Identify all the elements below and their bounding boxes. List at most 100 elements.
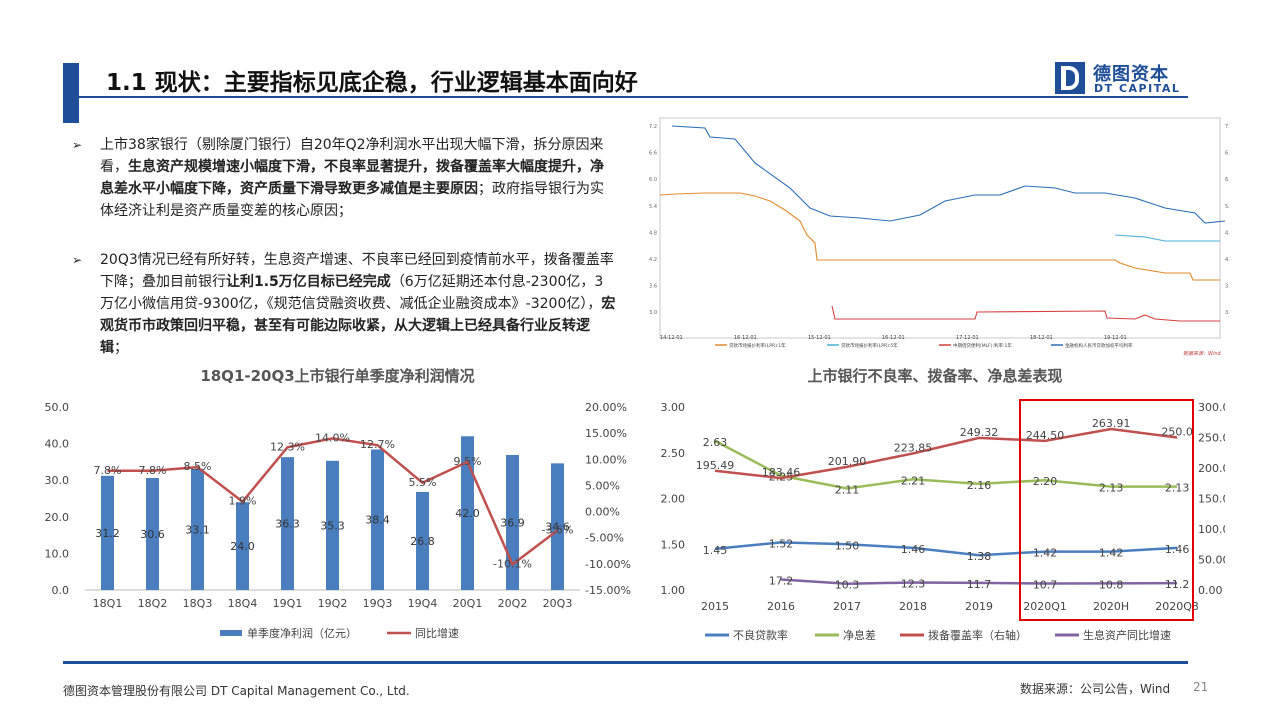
bar-value-label: 36.3	[275, 518, 300, 531]
bar	[371, 449, 384, 590]
line-value-label: 7.8%	[139, 464, 167, 477]
y-tick-label: 20.0	[45, 511, 70, 524]
logo-mark-icon	[1055, 62, 1085, 94]
line-value-label: 12.3%	[270, 440, 305, 453]
net-profit-chart-svg: 50.0 40.0 30.0 20.0 10.0 0.0 20.00% 15.00% 10.00…	[45, 401, 631, 640]
line-value-label: -10.1%	[493, 557, 532, 570]
bar	[551, 463, 564, 590]
x-tick-label: 20Q2	[498, 597, 528, 610]
footer-company: 德图资本管理股份有限公司 DT Capital Management Co., …	[63, 684, 410, 698]
growth-rate-line	[107, 437, 559, 567]
y2-tick-label: 7.2	[1225, 124, 1230, 130]
title-rule	[63, 96, 1188, 98]
data-label: 2.20	[1033, 475, 1058, 488]
x-tick-label: 19-12-01	[1104, 335, 1127, 341]
page-number: 21	[1193, 680, 1209, 694]
chart-title: 上市银行不良率、拨备率、净息差表现	[807, 367, 1063, 385]
series-line	[714, 541, 1178, 557]
y2-tick-label: 250.00	[1198, 432, 1225, 445]
data-label: 10.3	[835, 579, 860, 592]
data-label: 1.46	[1165, 543, 1190, 556]
bar	[191, 468, 204, 590]
y-tick-label: 1.00	[661, 584, 686, 597]
legend-label: 金融机构人民币贷款加权平均利率	[1065, 342, 1133, 349]
x-tick-label: 2018	[899, 600, 927, 613]
x-tick-label: 19Q4	[408, 597, 438, 610]
legend-label: 单季度净利润（亿元）	[247, 626, 357, 640]
y2-tick-label: 5.4	[1225, 204, 1230, 210]
x-tick-label: 19Q3	[363, 597, 393, 610]
bullet-point: ➢ 20Q3情况已经有所好转，生息资产增速、不良率已经回到疫情前水平，拨备覆盖率…	[72, 249, 617, 359]
y2-tick-label: 6.0	[1225, 177, 1230, 183]
bar	[281, 457, 294, 590]
data-label: 1.46	[901, 543, 926, 556]
data-label: 201.90	[828, 455, 867, 468]
bullet-run: （6万亿延期还本付息-2300亿，3万亿小微信用贷-9300亿，《规范信贷融资收…	[100, 274, 604, 312]
footer-source: 数据来源：公司公告，Wind	[1020, 682, 1171, 696]
y-tick-label: 2.00	[661, 493, 686, 506]
bar-value-label: 42.0	[455, 507, 480, 520]
bar-value-label: 35.3	[320, 519, 345, 532]
data-label: 1.50	[835, 539, 860, 552]
series-line	[714, 427, 1178, 480]
bar-value-label: 26.8	[410, 535, 435, 548]
line-value-label: 5.5%	[409, 476, 437, 489]
line-value-label: 8.5%	[184, 460, 212, 473]
data-label: 1.38	[967, 550, 992, 563]
series-line	[714, 439, 1178, 490]
x-tick-label: 19Q1	[273, 597, 303, 610]
y2-tick-label: 0.00%	[585, 506, 620, 519]
y-tick-label: 3.00	[661, 401, 686, 414]
y-tick-label: 2.50	[661, 447, 686, 460]
bar-value-label: 31.2	[95, 527, 120, 540]
bar-value-label: 24.0	[230, 540, 255, 553]
company-logo: 德图资本 DT CAPITAL	[1055, 62, 1190, 96]
rate-series-line	[1114, 234, 1220, 242]
interest-rate-chart-svg: 7.2 7.2 6.6 6.6 6.0 6.0 5.4 5.4 4.8 4.8 4.2 4.2 3.6 3…	[649, 117, 1233, 357]
bullet-text: 上市38家银行（剔除厦门银行）自20年Q2净利润水平出现大幅下滑，拆分原因来看，…	[100, 134, 617, 222]
x-tick-label: 18Q1	[93, 597, 123, 610]
logo-en-text: DT CAPITAL	[1094, 82, 1181, 95]
y2-tick-label: 50.00	[1198, 554, 1225, 567]
x-tick-label: 2020Q3	[1155, 600, 1199, 613]
bar	[461, 436, 474, 590]
x-tick-label: 18Q2	[138, 597, 168, 610]
y-tick-label: 5.4	[649, 204, 657, 210]
data-label: 1.52	[769, 537, 794, 550]
legend-label: 贷款市场报价利率(LPR):1年	[729, 342, 786, 349]
data-label: 2.13	[1165, 482, 1190, 495]
data-label: 2.11	[835, 483, 860, 496]
data-label: 11.2	[1165, 578, 1190, 591]
data-label: 2.21	[901, 474, 926, 487]
x-tick-label: 16-12-01	[882, 335, 905, 341]
bullet-text: 20Q3情况已经有所好转，生息资产增速、不良率已经回到疫情前水平，拨备覆盖率下降…	[100, 249, 617, 359]
bar	[146, 478, 159, 590]
y2-tick-label: 0.00	[1198, 584, 1223, 597]
y2-tick-label: 5.00%	[585, 479, 620, 492]
y-tick-label: 7.2	[649, 124, 657, 130]
line-value-label: 1.9%	[229, 495, 257, 508]
bullet-bold-run: 宏观货币市政策回归平稳，甚至有可能边际收紧，从大逻辑上已经具备行业反转逻辑	[100, 296, 616, 356]
y2-tick-label: 300.00	[1198, 401, 1225, 414]
data-label: 249.32	[960, 426, 999, 439]
data-label: 1.45	[703, 544, 728, 557]
legend-label: 生息资产同比增速	[1083, 628, 1171, 642]
legend-swatch	[220, 630, 242, 636]
x-tick-label: 20Q3	[543, 597, 573, 610]
y2-tick-label: 3.6	[1225, 284, 1230, 290]
x-tick-label: 18-12-01	[1030, 335, 1053, 341]
y2-tick-label: 4.2	[1225, 257, 1230, 263]
x-tick-label: 19Q2	[318, 597, 348, 610]
bar-value-label: 36.9	[500, 516, 525, 529]
bar-value-label: 33.1	[185, 523, 210, 536]
y2-tick-label: 6.6	[1225, 151, 1230, 157]
x-tick-label: 2019	[965, 600, 993, 613]
data-label: 17.2	[769, 575, 794, 588]
x-tick-label: 16-12-01	[734, 335, 757, 341]
page-title: 1.1 现状：主要指标见底企稳，行业逻辑基本面向好	[106, 70, 638, 96]
bullet-run: ；政府指导银行为实体经济让利是资产质量变差的核心原因；	[100, 181, 604, 219]
bullet-bold-run: 生息资产规模增速小幅度下滑，不良率显著提升，拨备覆盖率大幅度提升，净息差水平小幅…	[100, 159, 604, 197]
y-tick-label: 3.6	[649, 284, 657, 290]
x-tick-label: 2016	[767, 600, 795, 613]
highlight-box	[1019, 399, 1194, 621]
